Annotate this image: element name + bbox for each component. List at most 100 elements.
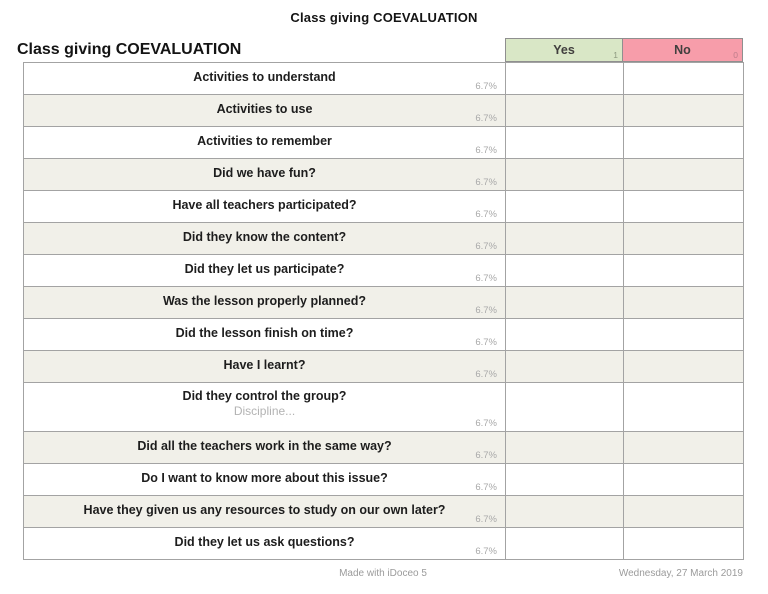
weight-percent: 6.7%: [475, 514, 497, 525]
yes-cell: [506, 95, 624, 126]
weight-percent: 6.7%: [475, 546, 497, 557]
weight-percent: 6.7%: [475, 177, 497, 188]
table-row: Did the lesson finish on time? 6.7%: [24, 319, 744, 351]
question-cell: Did they let us participate? 6.7%: [24, 255, 506, 286]
yes-cell: [506, 191, 624, 222]
question-cell: Did they control the group? Discipline...…: [24, 383, 506, 431]
question-cell: Do I want to know more about this issue?…: [24, 464, 506, 495]
table-row: Did all the teachers work in the same wa…: [24, 432, 744, 464]
question-label: Was the lesson properly planned?: [162, 294, 367, 308]
no-cell: [624, 319, 744, 350]
document-title: Class giving COEVALUATION: [290, 10, 478, 25]
table-row: Did they control the group? Discipline...…: [24, 383, 744, 432]
no-cell: [624, 95, 744, 126]
yes-column-count: 1: [613, 50, 618, 60]
question-cell: Have all teachers participated? 6.7%: [24, 191, 506, 222]
question-label: Did we have fun?: [213, 166, 316, 180]
yes-column-header: Yes 1: [505, 38, 623, 62]
yes-cell: [506, 127, 624, 158]
weight-percent: 6.7%: [475, 337, 497, 348]
yes-cell: [506, 351, 624, 382]
question-label: Activities to understand: [193, 70, 336, 84]
weight-percent: 6.7%: [475, 145, 497, 156]
question-label: Did they control the group?: [182, 389, 347, 403]
question-label: Activities to remember: [197, 134, 332, 148]
yes-cell: [506, 287, 624, 318]
report-date: Wednesday, 27 March 2019: [618, 568, 743, 579]
question-label: Did all the teachers work in the same wa…: [137, 439, 392, 453]
yes-cell: [506, 464, 624, 495]
question-label: Have I learnt?: [223, 358, 306, 372]
yes-cell: [506, 255, 624, 286]
no-column-header: No 0: [622, 38, 743, 62]
weight-percent: 6.7%: [475, 482, 497, 493]
weight-percent: 6.7%: [475, 241, 497, 252]
weight-percent: 6.7%: [475, 450, 497, 461]
no-cell: [624, 223, 744, 254]
question-label: Have they given us any resources to stud…: [83, 503, 446, 517]
question-cell: Was the lesson properly planned? 6.7%: [24, 287, 506, 318]
question-cell: Have they given us any resources to stud…: [24, 496, 506, 527]
no-cell: [624, 432, 744, 463]
yes-cell: [506, 432, 624, 463]
weight-percent: 6.7%: [475, 369, 497, 380]
table-row: Did they let us ask questions? 6.7%: [24, 528, 744, 560]
footer: Made with iDoceo 5 Wednesday, 27 March 2…: [23, 568, 743, 584]
yes-cell: [506, 223, 624, 254]
no-cell: [624, 287, 744, 318]
question-cell: Activities to use 6.7%: [24, 95, 506, 126]
evaluation-table: Activities to understand 6.7% Activities t…: [23, 62, 744, 560]
sheet-title: Class giving COEVALUATION: [17, 41, 242, 58]
no-cell: [624, 528, 744, 559]
table-row: Have all teachers participated? 6.7%: [24, 191, 744, 223]
sheet-header: Class giving COEVALUATION Yes 1 No 0: [0, 38, 768, 62]
question-label: Do I want to know more about this issue?: [141, 471, 388, 485]
no-cell: [624, 496, 744, 527]
table-row: Do I want to know more about this issue?…: [24, 464, 744, 496]
question-cell: Activities to understand 6.7%: [24, 63, 506, 94]
made-with-label: Made with iDoceo 5: [339, 568, 427, 579]
yes-cell: [506, 496, 624, 527]
weight-percent: 6.7%: [475, 209, 497, 220]
question-cell: Activities to remember 6.7%: [24, 127, 506, 158]
yes-cell: [506, 159, 624, 190]
question-cell: Did they know the content? 6.7%: [24, 223, 506, 254]
weight-percent: 6.7%: [475, 113, 497, 124]
question-cell: Did they let us ask questions? 6.7%: [24, 528, 506, 559]
question-subtitle: Discipline...: [233, 404, 296, 418]
question-label: Did the lesson finish on time?: [175, 326, 354, 340]
yes-cell: [506, 63, 624, 94]
yes-cell: [506, 383, 624, 431]
table-row: Have I learnt? 6.7%: [24, 351, 744, 383]
yes-cell: [506, 528, 624, 559]
weight-percent: 6.7%: [475, 273, 497, 284]
table-row: Activities to use 6.7%: [24, 95, 744, 127]
table-row: Activities to remember 6.7%: [24, 127, 744, 159]
table-row: Activities to understand 6.7%: [24, 63, 744, 95]
no-column-count: 0: [733, 50, 738, 60]
question-label: Activities to use: [216, 102, 313, 116]
table-row: Did we have fun? 6.7%: [24, 159, 744, 191]
question-cell: Did all the teachers work in the same wa…: [24, 432, 506, 463]
question-cell: Did the lesson finish on time? 6.7%: [24, 319, 506, 350]
no-cell: [624, 191, 744, 222]
table-row: Did they know the content? 6.7%: [24, 223, 744, 255]
no-cell: [624, 127, 744, 158]
table-row: Did they let us participate? 6.7%: [24, 255, 744, 287]
question-cell: Did we have fun? 6.7%: [24, 159, 506, 190]
weight-percent: 6.7%: [475, 305, 497, 316]
question-label: Did they know the content?: [182, 230, 347, 244]
yes-column-label: Yes: [553, 43, 575, 57]
no-cell: [624, 383, 744, 431]
no-cell: [624, 351, 744, 382]
question-cell: Have I learnt? 6.7%: [24, 351, 506, 382]
yes-cell: [506, 319, 624, 350]
no-cell: [624, 255, 744, 286]
table-row: Have they given us any resources to stud…: [24, 496, 744, 528]
weight-percent: 6.7%: [475, 81, 497, 92]
no-cell: [624, 464, 744, 495]
question-label: Did they let us participate?: [184, 262, 345, 276]
question-label: Have all teachers participated?: [172, 198, 357, 212]
no-column-label: No: [674, 43, 691, 57]
